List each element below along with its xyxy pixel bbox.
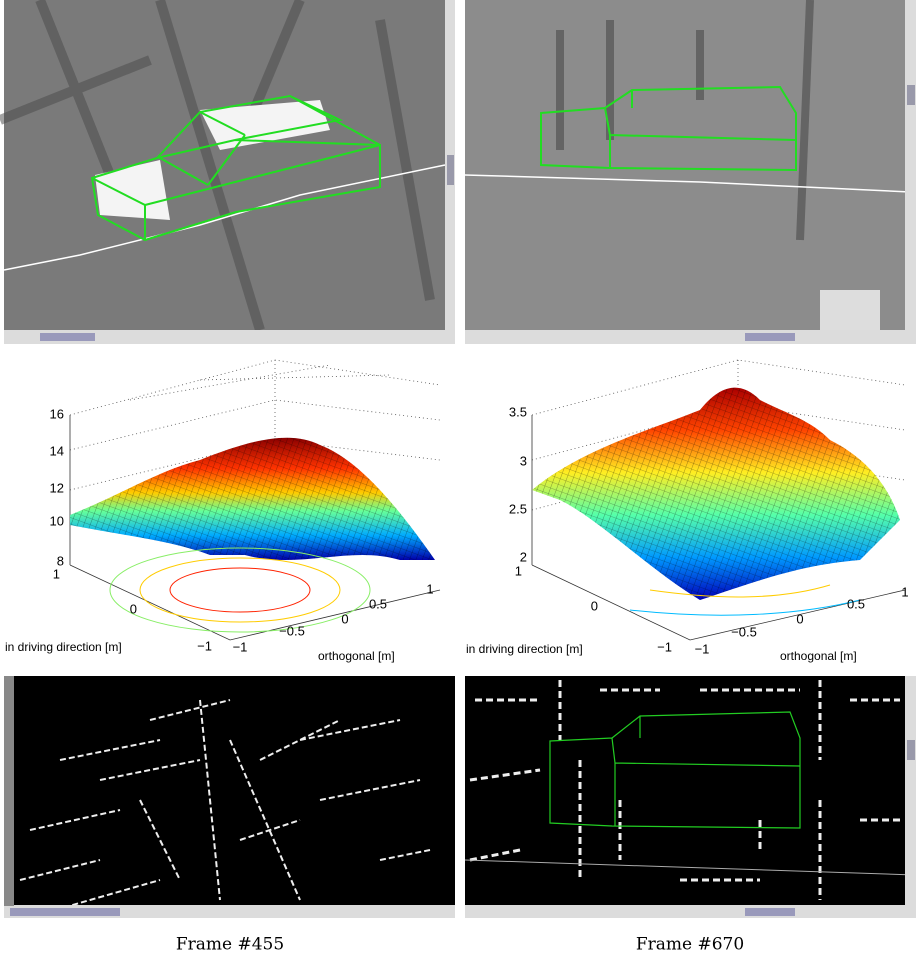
figure: Frame #455 Frame #670 16141210810−1−1−0.… [0,0,917,964]
y-tick-label: −1 [197,638,212,653]
top-left-image [0,0,455,344]
x-axis-label: orthogonal [m] [780,649,857,663]
x-tick-label: 0.5 [847,596,865,611]
top-right-image [465,0,916,344]
y-axis-label: in driving direction [m] [5,640,122,654]
bottom-left-image [4,676,455,918]
z-tick-label: 2.5 [509,501,527,516]
y-tick-label: 1 [515,563,522,578]
y-tick-label: 0 [130,601,137,616]
x-tick-label: −0.5 [279,623,305,638]
z-tick-label: 16 [50,406,64,421]
z-tick-label: 10 [50,513,64,528]
z-tick-label: 2 [520,549,527,564]
y-axis-label: in driving direction [m] [466,642,583,656]
z-tick-label: 3 [520,453,527,468]
x-tick-label: 1 [426,581,433,596]
bottom-right-image [465,676,916,918]
y-tick-label: 1 [53,566,60,581]
caption: Frame #455 [176,935,284,955]
x-axis-label: orthogonal [m] [318,649,395,663]
x-tick-label: −0.5 [731,624,757,639]
x-tick-label: 0 [341,611,348,626]
y-tick-label: 0 [591,598,598,613]
x-tick-label: 0.5 [369,596,387,611]
page: Frame #455 Frame #670 16141210810−1−1−0.… [0,0,917,969]
z-tick-label: 12 [50,480,64,495]
x-tick-label: −1 [233,639,248,654]
y-tick-label: −1 [657,639,672,654]
z-tick-label: 3.5 [509,404,527,419]
z-tick-label: 14 [50,443,64,458]
x-tick-label: −1 [695,641,710,656]
caption: Frame #670 [636,935,744,955]
x-tick-label: 0 [796,611,803,626]
x-tick-label: 1 [901,584,908,599]
